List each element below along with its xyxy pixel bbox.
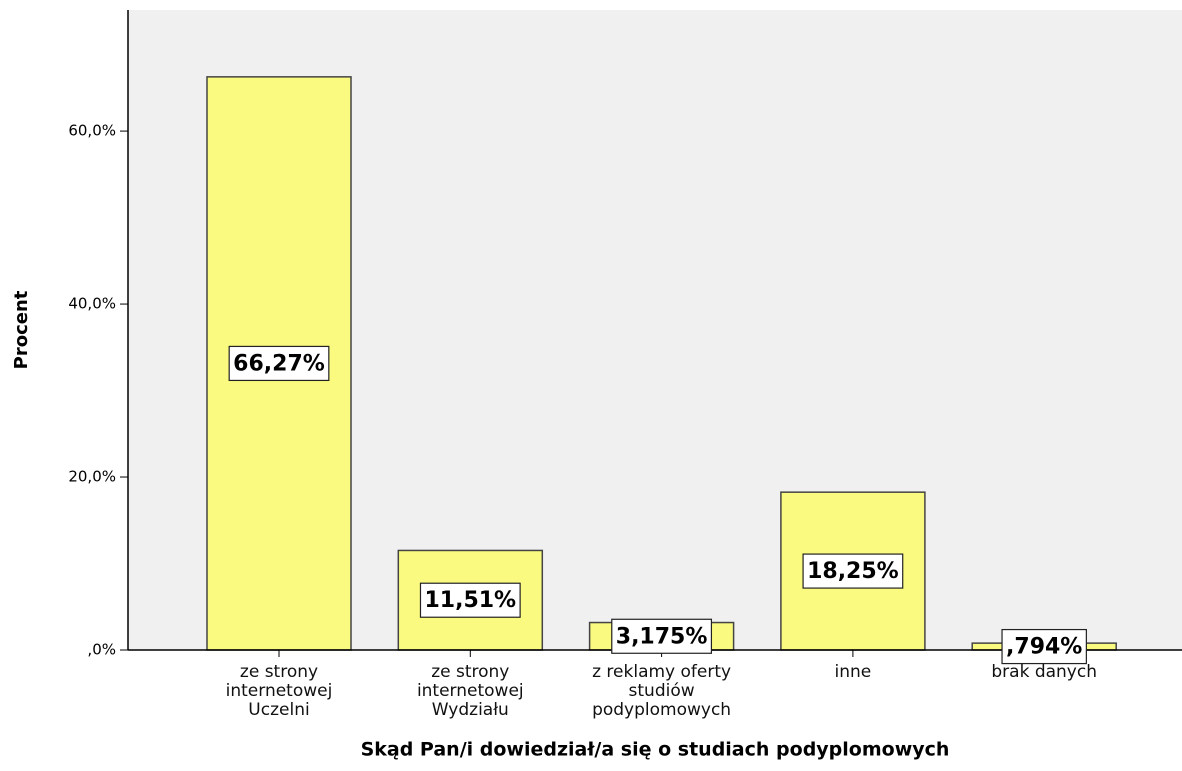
x-tick-label: z reklamy oferty studiów podyplomowych <box>592 662 732 720</box>
value-label: 11,51% <box>424 588 516 613</box>
value-label: ,794% <box>1006 635 1082 660</box>
x-tick-label: ze strony internetowej Wydziału <box>416 662 524 720</box>
x-tick-label: ze strony internetowej Uczelni <box>225 662 333 720</box>
y-tick-label: ,0% <box>87 641 116 659</box>
value-label: 66,27% <box>233 351 325 376</box>
value-label: 3,175% <box>616 624 708 649</box>
x-axis-title: Skąd Pan/i dowiedział/a się o studiach p… <box>361 739 950 761</box>
x-tick-label: inne <box>834 662 872 682</box>
y-tick-label: 40,0% <box>68 295 116 313</box>
value-label-box <box>228 345 330 382</box>
y-axis-title: Procent <box>11 290 32 369</box>
value-label: 18,25% <box>807 559 899 584</box>
x-tick-label: brak danych <box>991 662 1097 682</box>
value-label-box <box>419 582 521 618</box>
value-label-box <box>1001 628 1087 665</box>
y-tick-label: 20,0% <box>68 468 116 486</box>
y-tick-label: 60,0% <box>68 122 116 140</box>
value-label-box <box>611 618 713 654</box>
value-label-box <box>802 553 904 589</box>
